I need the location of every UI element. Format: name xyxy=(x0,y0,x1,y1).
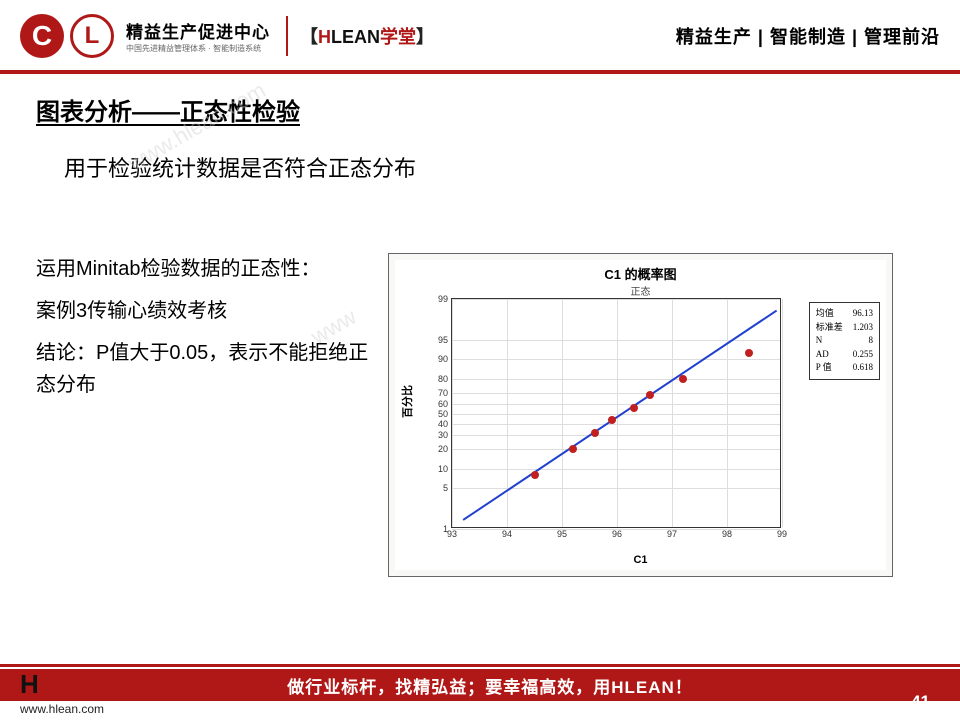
data-point xyxy=(569,445,577,453)
footer-bar: 做行业标杆，找精弘益；要幸福高效，用HLEAN！ xyxy=(0,669,960,701)
page-title: 图表分析——正态性检验 xyxy=(36,92,924,127)
x-tick: 96 xyxy=(612,527,622,539)
body-p2: 案例3传输心绩效考核 xyxy=(36,295,376,327)
header: C L 精益生产促进中心 中国先进精益管理体系 · 智能制造系统 【HLEAN学… xyxy=(0,0,960,64)
chart-subtitle: 正态 xyxy=(395,283,886,298)
y-tick: 50 xyxy=(438,409,452,419)
data-point xyxy=(679,375,687,383)
logo-text: 精益生产促进中心 中国先进精益管理体系 · 智能制造系统 xyxy=(126,18,270,54)
y-tick: 20 xyxy=(438,444,452,454)
footer-url: www.hlean.com xyxy=(20,702,104,716)
body-p1: 运用Minitab检验数据的正态性： xyxy=(36,253,376,285)
x-tick: 94 xyxy=(502,527,512,539)
page-number: 41 xyxy=(911,692,930,712)
x-tick: 99 xyxy=(777,527,787,539)
body-p3: 结论：P值大于0.05，表示不能拒绝正态分布 xyxy=(36,337,376,401)
y-axis-label: 百分比 xyxy=(399,385,415,418)
content: www.hlean.com www 图表分析——正态性检验 用于检验统计数据是否… xyxy=(0,74,960,650)
y-tick: 5 xyxy=(443,483,452,493)
plot-area: 15102030405060708090959993949596979899 xyxy=(451,298,781,528)
chart: C1 的概率图 正态 百分比 C1 1510203040506070809095… xyxy=(395,260,886,570)
logo-main: 精益生产促进中心 xyxy=(126,18,270,43)
x-tick: 93 xyxy=(447,527,457,539)
data-point xyxy=(745,349,753,357)
y-tick: 99 xyxy=(438,294,452,304)
x-tick: 95 xyxy=(557,527,567,539)
footer-rule xyxy=(0,664,960,667)
y-tick: 90 xyxy=(438,354,452,364)
footer-slogan: 做行业标杆，找精弘益；要幸福高效，用HLEAN！ xyxy=(200,673,780,698)
body-text: 运用Minitab检验数据的正态性： 案例3传输心绩效考核 结论：P值大于0.0… xyxy=(36,253,376,577)
y-tick: 40 xyxy=(438,419,452,429)
logo-icon-c: C xyxy=(20,14,64,58)
chart-title: C1 的概率图 xyxy=(395,260,886,283)
logo-sub: 中国先进精益管理体系 · 智能制造系统 xyxy=(126,43,270,54)
header-mid: 【HLEAN学堂】 xyxy=(300,23,434,49)
y-tick: 30 xyxy=(438,430,452,440)
y-tick: 70 xyxy=(438,388,452,398)
x-tick: 98 xyxy=(722,527,732,539)
data-point xyxy=(630,404,638,412)
data-point xyxy=(531,471,539,479)
y-tick: 95 xyxy=(438,335,452,345)
page-subtitle: 用于检验统计数据是否符合正态分布 xyxy=(64,151,924,183)
header-divider xyxy=(286,16,288,56)
stats-box: 均值96.13 标准差1.203 N8 AD0.255 P 值0.618 xyxy=(809,302,880,380)
footer: 做行业标杆，找精弘益；要幸福高效，用HLEAN！ 41 HLEAN www.hl… xyxy=(0,664,960,720)
y-tick: 80 xyxy=(438,374,452,384)
header-tagline: 精益生产 | 智能制造 | 管理前沿 xyxy=(676,23,940,49)
data-point xyxy=(608,416,616,424)
footer-logo: HLEAN xyxy=(20,669,110,700)
y-tick: 60 xyxy=(438,399,452,409)
chart-container: C1 的概率图 正态 百分比 C1 1510203040506070809095… xyxy=(388,253,893,577)
x-tick: 97 xyxy=(667,527,677,539)
logo-icon-l: L xyxy=(70,14,114,58)
data-point xyxy=(646,391,654,399)
y-tick: 10 xyxy=(438,464,452,474)
data-point xyxy=(591,429,599,437)
x-axis-label: C1 xyxy=(633,554,647,566)
